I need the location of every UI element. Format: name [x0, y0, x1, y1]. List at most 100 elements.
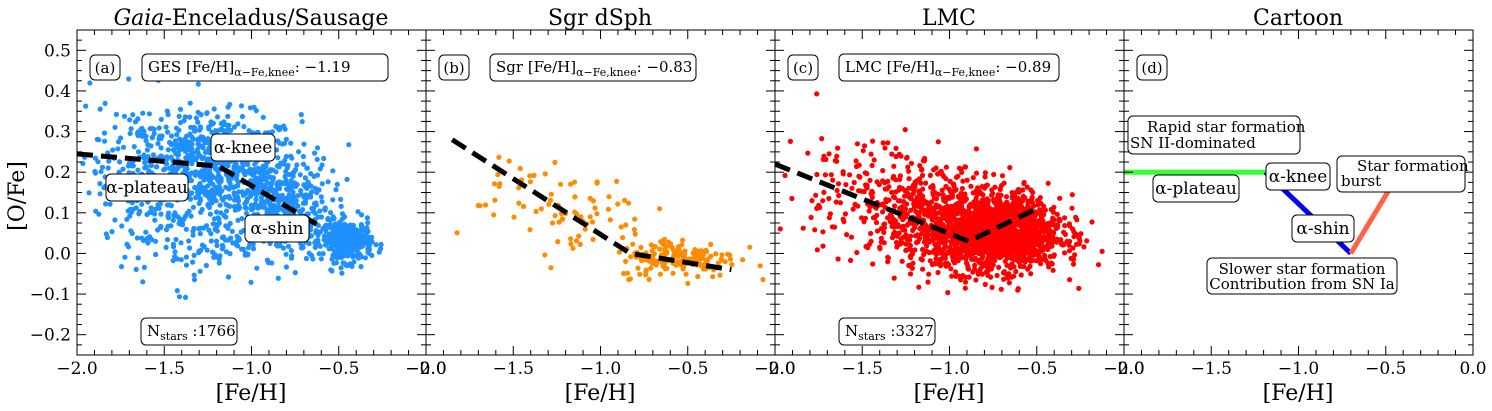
panel-b-data-point [552, 213, 558, 219]
panel-a-data-point [290, 189, 296, 195]
panel-c-data-point [905, 221, 912, 227]
panel-b-data-point [607, 217, 613, 223]
panel-c-data-point [903, 241, 909, 247]
panel-a-alpha-knee-box: α-knee [210, 133, 276, 162]
panel-c-data-point [908, 233, 914, 239]
panel-a-data-point [183, 262, 190, 268]
panel-a-data-point [143, 137, 149, 144]
panel-a-data-point [243, 205, 250, 211]
panel-a-data-point [235, 217, 241, 223]
panel-c-data-point [834, 187, 840, 194]
panel-a-data-point [223, 223, 229, 229]
panel-c-data-point [973, 146, 980, 152]
panel-a-data-point [118, 264, 125, 270]
panel-c-data-point [1021, 263, 1027, 270]
panel-a-data-point [231, 124, 237, 130]
panel-c-data-point [991, 236, 997, 243]
panel-b-data-point [527, 227, 533, 233]
panel-c-data-point [936, 244, 942, 250]
panel-c-data-point [1018, 272, 1024, 278]
panel-c-data-point [821, 189, 827, 195]
panel-c-data-point [830, 177, 836, 183]
panel-a-data-point [170, 217, 176, 223]
panel-c-data-point [998, 203, 1004, 209]
panel-a-data-point [155, 141, 161, 147]
panel-c-data-point [970, 175, 976, 181]
panel-c-data-point [966, 218, 972, 224]
panel-a-data-point [283, 264, 289, 270]
panel-c-data-point [997, 199, 1003, 205]
panel-c-data-point [883, 199, 889, 205]
panel-a-data-point [210, 174, 216, 180]
panel-b-data-point [624, 270, 631, 276]
panel-a-data-point [261, 204, 267, 210]
panel-a-data-point [195, 119, 201, 125]
panel-b-data-point [635, 265, 641, 271]
panel-c-data-point [782, 172, 788, 179]
panel-b-data-point [568, 241, 574, 247]
panel-c-data-point [1004, 215, 1010, 221]
panel-a-data-point [162, 166, 168, 172]
panel-a-data-point [109, 229, 115, 235]
panel-a-data-point [350, 228, 356, 234]
panel-a-data-point [120, 166, 126, 172]
panel-a-data-point [263, 175, 269, 182]
panel-b-data-point [574, 211, 580, 217]
panel-a-data-point [225, 274, 232, 280]
panel-c-data-point [1016, 239, 1022, 245]
panel-a-data-point [362, 255, 368, 261]
panel-b-data-point [546, 201, 552, 207]
panel-a-data-point [289, 155, 295, 161]
panel-a-y-tick-label: 0.4 [44, 82, 71, 102]
panel-b-data-point [710, 274, 716, 280]
panel-a-data-point [225, 113, 231, 119]
panel-c-data-point [868, 230, 874, 237]
panel-a-data-point [95, 159, 101, 165]
panel-c-data-point [950, 254, 956, 260]
panel-c-data-point [881, 229, 887, 235]
panel-b-data-point [491, 212, 497, 218]
panel-a-data-point [166, 202, 172, 208]
panel-a-data-point [173, 125, 180, 131]
panel-c-data-point [820, 229, 826, 235]
panel-b-data-point [625, 200, 632, 206]
panel-a-fit-line [76, 151, 323, 230]
panel-a-data-point [253, 192, 259, 198]
panel-c-data-point [853, 163, 860, 170]
panel-a-data-point [300, 153, 306, 160]
panel-b-data-point [683, 271, 689, 277]
panel-a-x-tick-label: −0.0 [405, 359, 446, 379]
panel-a-y-tick-label: −0.2 [30, 326, 71, 346]
panel-c-x-axis-label: [Fe/H] [914, 381, 985, 406]
panel-c-data-point [933, 210, 939, 216]
panel-c-data-point [1038, 261, 1044, 267]
panel-d-title: Cartoon [1253, 6, 1343, 31]
panel-d-alpha-shin-box: α-shin [1291, 214, 1355, 243]
panel-a-y-tick-label: −0.1 [30, 285, 71, 305]
panel-c-data-point [978, 241, 984, 247]
panel-b-data-point [590, 236, 596, 242]
panel-c-data-point [814, 171, 820, 178]
panel-c-data-point [880, 168, 886, 174]
panel-c-data-point [967, 229, 973, 235]
panel-a-data-point [139, 133, 145, 139]
panel-c-data-point [1078, 231, 1084, 237]
panel-c-x-tick-label: −0.5 [1016, 359, 1057, 379]
panel-c-data-point [1048, 238, 1054, 245]
panel-a-data-point [330, 252, 336, 258]
panel-d-slower-box: Slower star formation Contribution from … [1206, 257, 1398, 295]
panel-c-data-point [1070, 261, 1077, 267]
panel-c-data-point [994, 272, 1000, 279]
panel-a-data-point [83, 103, 89, 109]
panel-b-data-point [650, 258, 656, 264]
panel-a-data-point [212, 166, 219, 172]
panel-c-data-point [959, 185, 966, 192]
panel-a-data-point [135, 255, 141, 261]
panel-a-data-point [293, 198, 299, 204]
panel-a-data-point [208, 238, 214, 244]
panel-a-data-point [314, 156, 320, 162]
panel-c-data-point [1008, 209, 1014, 215]
panel-c-data-point [855, 203, 861, 209]
panel-c-data-point [1001, 180, 1007, 186]
svg-text:GES [Fe/H]α−Fe,knee: −1.19: GES [Fe/H]α−Fe,knee: −1.19 [148, 58, 351, 79]
